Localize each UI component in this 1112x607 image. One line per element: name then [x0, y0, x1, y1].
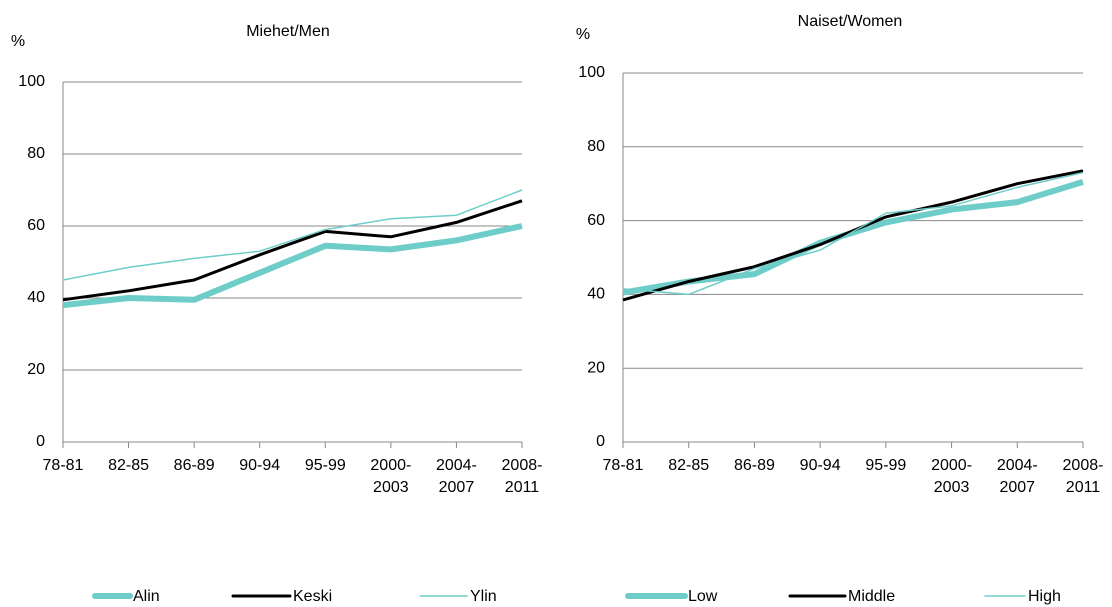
x-tick-label: 95-99: [865, 457, 906, 474]
x-tick-label: 90-94: [800, 457, 841, 474]
y-tick-label: 60: [587, 212, 605, 229]
x-tick-label: 2000-2003: [931, 457, 972, 496]
x-tick-label: 86-89: [734, 457, 775, 474]
legend-label: Middle: [848, 588, 895, 605]
legend-label: Keski: [293, 588, 332, 605]
chart-title: Naiset/Women: [798, 13, 903, 30]
y-tick-label: 20: [587, 359, 605, 376]
x-tick-label: 78-81: [603, 457, 644, 474]
y-tick-label: 60: [27, 217, 45, 234]
legend-label: Alin: [133, 588, 160, 605]
x-tick-label: 2000-2003: [370, 457, 411, 496]
y-tick-label: 0: [596, 433, 605, 450]
series-line: [62, 199, 523, 302]
y-tick-label: 80: [27, 145, 45, 162]
y-tick-label: 100: [18, 73, 45, 90]
chart-title: Miehet/Men: [246, 23, 330, 40]
x-tick-label: 78-81: [43, 457, 84, 474]
legend-label: High: [1028, 588, 1061, 605]
y-axis-label: %: [576, 26, 590, 43]
x-tick-label: 2008-2011: [1063, 457, 1104, 496]
y-tick-label: 100: [578, 64, 605, 81]
series-line: [622, 169, 1084, 302]
y-tick-label: 40: [587, 286, 605, 303]
series-line: [62, 189, 523, 281]
x-tick-label: 90-94: [239, 457, 280, 474]
x-tick-label: 86-89: [174, 457, 215, 474]
x-tick-label: 2004-2007: [436, 457, 477, 496]
series-line: [62, 223, 523, 309]
y-tick-label: 0: [36, 433, 45, 450]
y-tick-label: 40: [27, 289, 45, 306]
legend-label: Ylin: [470, 588, 497, 605]
series-line: [622, 171, 1084, 296]
legend-label: Low: [688, 588, 718, 605]
x-tick-label: 2004-2007: [997, 457, 1038, 496]
x-tick-label: 82-85: [668, 457, 709, 474]
series-line: [622, 178, 1084, 296]
y-tick-label: 20: [27, 361, 45, 378]
y-tick-label: 80: [587, 138, 605, 155]
x-tick-label: 2008-2011: [502, 457, 543, 496]
x-tick-label: 95-99: [305, 457, 346, 474]
x-tick-label: 82-85: [108, 457, 149, 474]
y-axis-label: %: [11, 33, 25, 50]
